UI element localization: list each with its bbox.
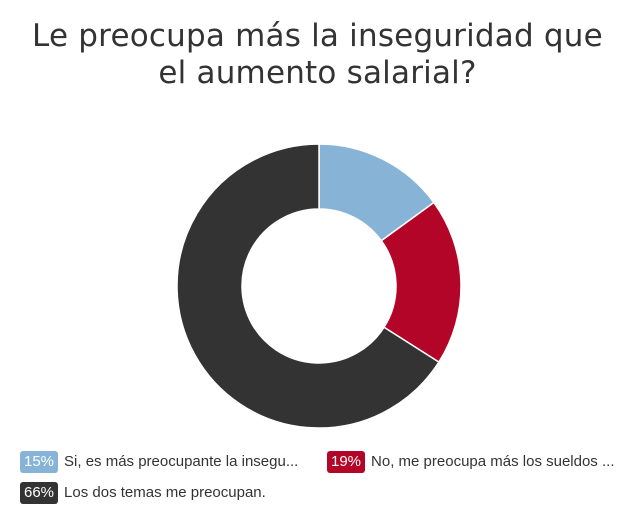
chart-title-line-1: Le preocupa más la inseguridad que (32, 18, 603, 54)
slice-ambos[interactable] (176, 143, 440, 429)
chart-title: Le preocupa más la inseguridad que el au… (0, 18, 635, 92)
chart-title-line-2: el aumento salarial? (158, 55, 477, 91)
slice-no[interactable] (380, 201, 462, 364)
